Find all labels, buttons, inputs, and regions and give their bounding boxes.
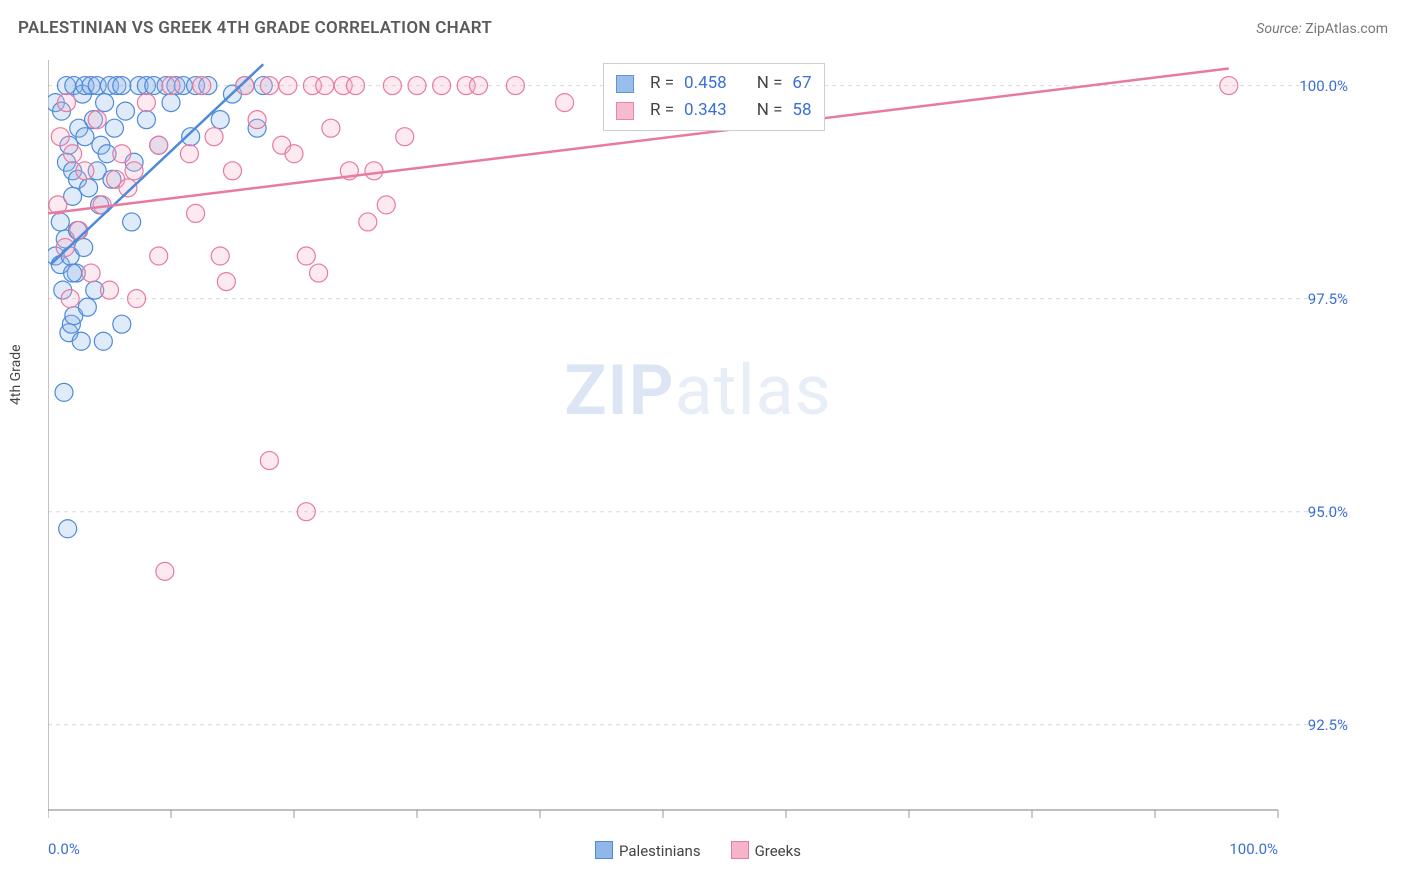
legend-n-label: N = <box>757 70 783 97</box>
legend-item-palestinians: Palestinians <box>595 841 701 860</box>
legend-r-value: 0.343 <box>684 97 727 124</box>
legend-stat-row: R = 0.458 N = 67 <box>616 70 812 97</box>
legend-swatch-greeks <box>731 841 749 859</box>
legend-n-value: 67 <box>792 70 811 97</box>
plot-area: ZIPatlas R =0.458N =67R =0.343N =58 Pale… <box>48 60 1348 830</box>
chart-title: PALESTINIAN VS GREEK 4TH GRADE CORRELATI… <box>18 18 492 38</box>
y-tick-label: 92.5% <box>1308 716 1348 734</box>
scatter-plot-svg <box>48 60 1348 830</box>
legend-label-greeks: Greeks <box>755 842 801 860</box>
correlation-legend: R = 0.458 N = 67 R = 0.343 N = 58 <box>603 63 825 131</box>
x-tick-label: 0.0% <box>48 840 80 858</box>
source-name: ZipAtlas.com <box>1305 21 1388 37</box>
legend-swatch <box>616 102 634 120</box>
legend-n-value: 58 <box>792 97 811 124</box>
chart-header: PALESTINIAN VS GREEK 4TH GRADE CORRELATI… <box>18 18 1388 38</box>
legend-swatch-palestinians <box>595 841 613 859</box>
legend-item-greeks: Greeks <box>731 841 801 860</box>
y-axis-title: 4th Grade <box>8 344 24 405</box>
legend-r-label: R = <box>650 97 674 124</box>
x-tick-label: 100.0% <box>1229 840 1278 858</box>
legend-n-label: N = <box>757 97 783 124</box>
source-label: Source: <box>1256 21 1301 37</box>
legend-r-label: R = <box>650 70 674 97</box>
y-tick-label: 97.5% <box>1308 290 1348 308</box>
legend-swatch <box>616 75 634 93</box>
legend-r-value: 0.458 <box>684 70 727 97</box>
legend-label-palestinians: Palestinians <box>619 842 701 860</box>
y-tick-label: 95.0% <box>1308 503 1348 521</box>
series-legend: Palestinians Greeks <box>595 841 801 860</box>
chart-source: Source: ZipAtlas.com <box>1256 21 1388 37</box>
legend-stat-row: R = 0.343 N = 58 <box>616 97 812 124</box>
y-tick-label: 100.0% <box>1299 77 1348 95</box>
